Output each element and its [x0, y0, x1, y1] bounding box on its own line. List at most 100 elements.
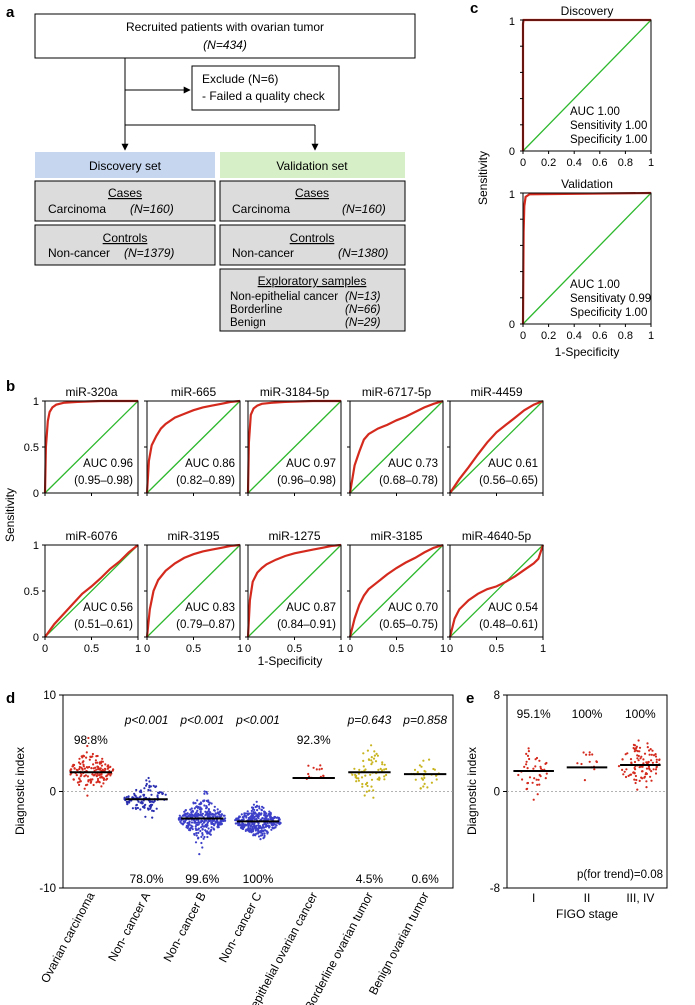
data-point	[525, 788, 528, 791]
data-point	[270, 828, 273, 831]
data-point	[260, 808, 263, 811]
data-point	[257, 830, 260, 834]
data-point	[416, 771, 419, 774]
data-point	[250, 828, 253, 831]
data-point	[381, 769, 384, 772]
data-point	[216, 811, 220, 814]
roc-curve	[348, 399, 444, 494]
p-trend: p(for trend)=0.08	[577, 869, 663, 881]
data-point	[196, 821, 199, 824]
data-point	[275, 816, 278, 819]
data-point	[203, 790, 206, 793]
data-point	[368, 789, 371, 792]
data-point	[244, 829, 247, 833]
data-point	[423, 776, 426, 780]
data-point	[648, 753, 651, 756]
roc-curve	[246, 543, 342, 638]
data-point	[203, 835, 206, 839]
x-tick-label: 0.8	[618, 157, 633, 169]
data-point	[580, 762, 583, 766]
data-point	[203, 792, 206, 795]
data-point	[379, 767, 382, 771]
roc-title: miR-3185	[370, 529, 422, 543]
scatter-group: 95.1% I	[513, 707, 554, 905]
data-point	[209, 830, 212, 833]
data-point	[186, 812, 189, 815]
data-point	[200, 826, 203, 829]
data-point	[252, 803, 255, 806]
data-point	[78, 767, 81, 771]
roc-plot: miR-320a 0 0.5 1 AUC 0.96 (0.95–0.98)	[24, 385, 139, 500]
data-point	[220, 822, 223, 825]
data-point	[372, 789, 375, 792]
data-point	[96, 768, 100, 771]
data-point	[78, 778, 81, 781]
scatter-group: p<0.001 100% Non- cancer C	[216, 713, 282, 965]
data-point	[102, 782, 105, 785]
y-axis-label: Diagnostic index	[465, 747, 479, 835]
scatter-group: 92.3%Non-epithelial ovarian cancer	[235, 733, 335, 1005]
auc-label: AUC 0.96	[83, 458, 133, 470]
roc-plot: miR-3185 0 0.5 1 AUC 0.70 (0.65–0.75)	[347, 529, 446, 655]
data-point	[136, 806, 139, 810]
data-point	[591, 753, 594, 756]
data-point	[372, 796, 375, 799]
data-point	[187, 825, 190, 828]
data-point	[263, 829, 267, 832]
data-point	[422, 759, 425, 762]
data-point	[203, 825, 207, 828]
data-point	[648, 767, 651, 770]
data-point	[256, 809, 259, 812]
data-point	[422, 785, 425, 788]
data-point	[214, 821, 217, 824]
data-point	[582, 751, 585, 754]
scatter-group: p<0.001 78.0% Non- cancer A	[105, 713, 168, 964]
data-point	[131, 807, 134, 810]
data-point	[195, 834, 198, 837]
data-point	[196, 809, 199, 812]
data-point	[640, 776, 643, 779]
data-point	[101, 769, 104, 772]
data-point	[85, 756, 88, 759]
roc-stat: Specificity 1.00	[570, 134, 647, 146]
data-point	[100, 764, 103, 767]
data-point	[145, 784, 148, 787]
data-point	[353, 767, 356, 770]
x-tick-label: 1	[135, 643, 141, 655]
roc-plot: Validation 0 0.2 0.4 0.6 0.8 1 1 0 AUC 1.00 Sensit…	[509, 177, 654, 342]
data-point	[250, 809, 253, 813]
data-point	[636, 754, 639, 757]
data-point	[249, 818, 252, 821]
data-point	[595, 760, 599, 764]
recruited-count: (N=434)	[203, 38, 247, 52]
validation-controls-box	[219, 224, 406, 266]
data-point	[536, 793, 539, 796]
data-point	[195, 832, 198, 835]
data-point	[538, 759, 541, 762]
group-percent-bottom: 78.0%	[130, 872, 164, 886]
data-point	[375, 752, 378, 756]
data-point	[213, 813, 216, 816]
data-point	[194, 815, 197, 818]
exploratory-row-label: Borderline	[230, 304, 282, 316]
group-label: Non- cancer B	[161, 890, 209, 964]
data-point	[194, 812, 197, 815]
data-point	[268, 826, 271, 829]
y-tick-label: 0	[33, 488, 39, 500]
panel-label-a: a	[6, 4, 15, 21]
data-point	[239, 826, 243, 829]
data-point	[642, 762, 645, 765]
group-percent-bottom: 4.5%	[356, 872, 384, 886]
diagonal-reference	[449, 400, 544, 494]
data-point	[320, 767, 323, 770]
data-point	[84, 774, 87, 777]
data-point	[643, 752, 647, 755]
data-point	[421, 778, 425, 781]
data-point	[376, 754, 379, 757]
panel-label-e: e	[466, 690, 474, 707]
data-point	[246, 810, 249, 813]
x-tick-label: 0.6	[592, 330, 607, 342]
validation-set-header	[220, 152, 405, 178]
data-point	[86, 744, 89, 748]
data-point	[191, 810, 195, 813]
